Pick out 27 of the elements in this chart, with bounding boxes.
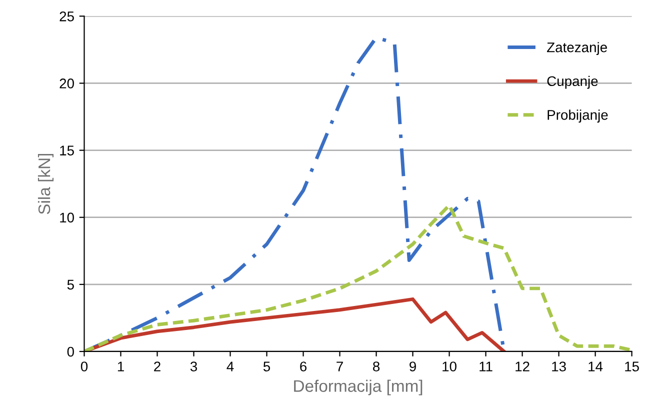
x-tick-label: 10: [442, 362, 456, 372]
x-tick-label: 1: [118, 362, 124, 372]
legend-label: Probijanje: [548, 110, 608, 123]
x-tick-label: 8: [373, 362, 380, 372]
x-tick-label: 11: [480, 362, 492, 372]
y-tick-label: 10: [60, 212, 74, 223]
y-tick-label: 20: [60, 78, 74, 88]
legend-label: Zatezanje: [547, 42, 607, 56]
x-tick-label: 5: [263, 362, 270, 372]
x-tick-label: 14: [588, 362, 603, 372]
x-tick-label: 15: [625, 362, 639, 372]
x-tick-label: 7: [336, 362, 343, 372]
x-tick-label: 2: [154, 362, 160, 372]
y-tick-label: 0: [67, 346, 74, 357]
x-tick-label: 9: [410, 362, 416, 372]
x-tick-label: 4: [226, 362, 234, 372]
x-tick-label: 13: [552, 362, 566, 372]
y-tick-label: 15: [60, 146, 74, 156]
legend-label: Cupanje: [547, 76, 598, 89]
x-tick-label: 6: [300, 362, 307, 372]
y-axis-title: Sila [kN]: [38, 154, 54, 214]
y-tick-label: 5: [67, 280, 74, 290]
x-tick-label: 0: [80, 362, 88, 372]
x-tick-label: 12: [516, 362, 530, 372]
x-tick-label: 3: [190, 362, 198, 372]
x-axis-title: Deformacija [mm]: [294, 380, 422, 396]
y-tick-label: 25: [60, 11, 74, 22]
